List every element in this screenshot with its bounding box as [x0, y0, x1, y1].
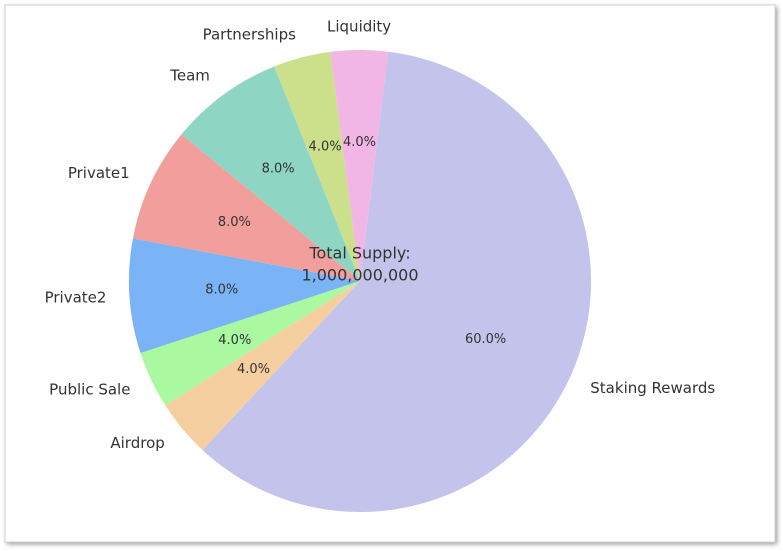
slice-label: Staking Rewards [590, 379, 715, 397]
slice-label: Public Sale [49, 380, 130, 398]
center-text: 1,000,000,000 [301, 266, 418, 285]
pie-slice [165, 281, 360, 450]
pie-slice [202, 51, 591, 513]
pie-slice [181, 66, 360, 281]
pie-slice [274, 51, 360, 281]
slice-label: Airdrop [110, 434, 164, 452]
pie-slice [129, 238, 360, 354]
slice-percent: 60.0% [465, 332, 506, 347]
slice-percent: 8.0% [262, 162, 295, 177]
slice-label: Liquidity [327, 17, 391, 35]
slice-label: Partnerships [203, 26, 297, 44]
slice-label: Private2 [45, 288, 107, 306]
slice-percent: 4.0% [237, 362, 270, 377]
pie-slice [132, 134, 360, 281]
pie: 60.0% Staking Rewards 4.0% Liquidity 4.0% Par… [45, 17, 715, 513]
slice-label: Team [169, 66, 210, 84]
slice-percent: 4.0% [343, 135, 376, 150]
slice-percent: 4.0% [218, 333, 251, 348]
center-text: Total Supply: [308, 244, 410, 263]
pie-slice [330, 50, 389, 282]
pie-slice [140, 281, 360, 406]
slice-percent: 8.0% [218, 215, 251, 230]
slice-percent: 4.0% [309, 139, 342, 154]
slice-percent: 8.0% [205, 283, 238, 298]
slice-label: Private1 [68, 164, 130, 182]
